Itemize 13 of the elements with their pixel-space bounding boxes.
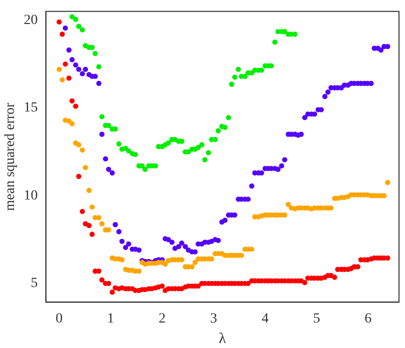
y-axis-title: mean squared error [3,102,18,211]
y-tick-label: 20 [24,12,38,28]
x-axis-title: λ [218,330,227,347]
x-tick-label: 5 [313,311,320,326]
y-tick-label: 5 [30,276,38,292]
x-tick-label: 6 [364,311,372,326]
x-tick-label: 2 [158,311,166,326]
y-tick-label: 10 [24,188,38,204]
x-tick-label: 3 [210,311,218,326]
y-tick-label: 15 [24,100,38,116]
x-tick-label: 4 [262,311,269,326]
x-tick-label: 1 [107,311,114,326]
x-tick-label: 0 [56,311,63,326]
